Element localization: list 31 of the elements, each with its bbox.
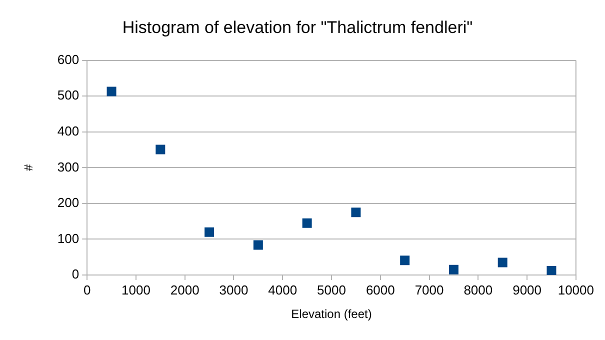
y-axis-title: # <box>22 164 36 172</box>
point <box>400 256 410 266</box>
point <box>546 266 556 275</box>
x-axis-title: Elevation (feet) <box>291 307 372 322</box>
x-tick-label: 3000 <box>219 282 248 298</box>
point <box>351 208 361 218</box>
point <box>106 86 116 96</box>
y-tick-label: 100 <box>57 230 80 246</box>
point <box>498 258 508 268</box>
x-tick-label: 7000 <box>414 282 444 298</box>
y-tick-label: 400 <box>57 124 80 139</box>
y-tick-label: 300 <box>57 159 80 174</box>
y-tick-label: 600 <box>57 52 80 67</box>
y-tick-label: 0 <box>72 266 80 282</box>
x-tick-label: 9000 <box>512 282 542 298</box>
point <box>204 227 214 237</box>
x-tick-label: 2000 <box>170 282 200 298</box>
x-tick-label: 1000 <box>122 282 150 298</box>
x-tick-label: 5000 <box>317 282 346 298</box>
x-tick-label: 0 <box>83 282 91 298</box>
point <box>156 144 166 154</box>
x-tick-label: 8000 <box>464 282 493 298</box>
x-tick-label: 6000 <box>366 282 395 298</box>
chart-title: Histogram of elevation for "Thalictrum fendleri" <box>122 18 473 37</box>
point <box>253 240 263 250</box>
point <box>302 218 312 228</box>
x-tick-label: 4000 <box>268 282 298 298</box>
x-tick-label: 10000 <box>558 282 594 298</box>
y-tick-label: 500 <box>57 88 80 103</box>
point <box>448 264 458 274</box>
y-tick-label: 200 <box>57 195 80 210</box>
